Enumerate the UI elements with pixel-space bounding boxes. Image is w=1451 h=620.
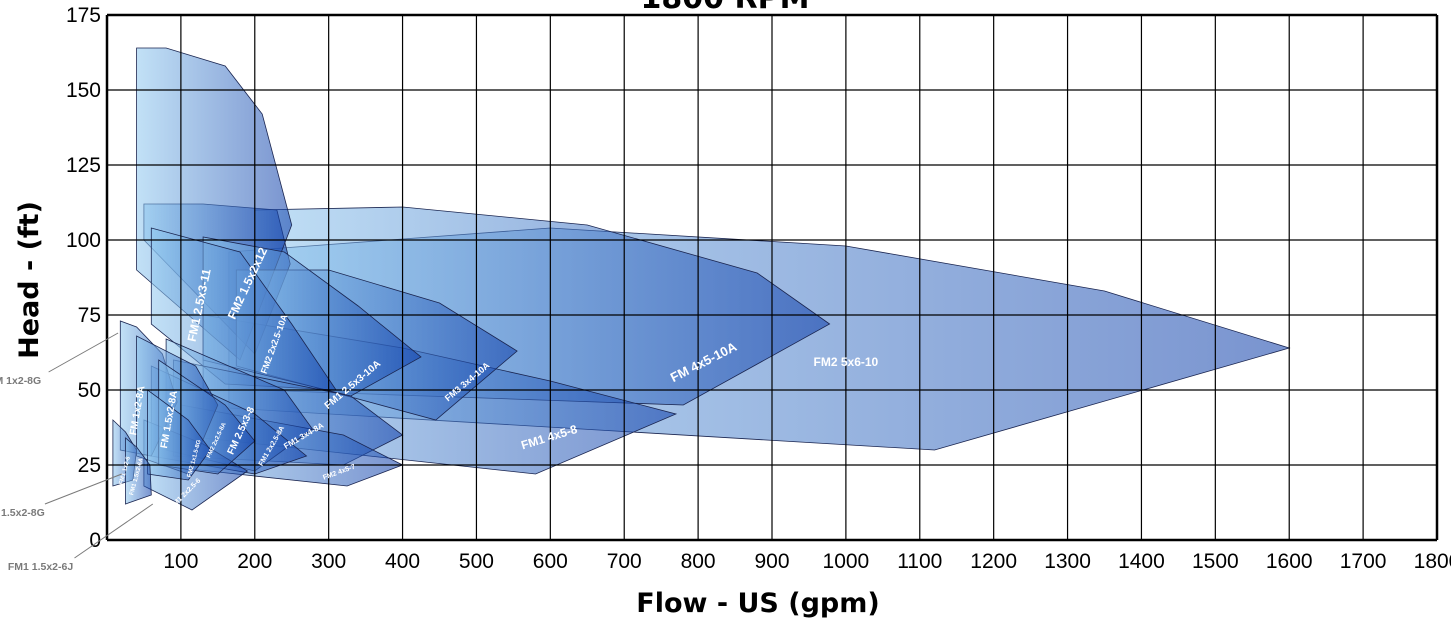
x-tick-label: 200 — [237, 550, 272, 573]
callouts: FM 1x2-8G FM2 1.5x2-8G FM1 1.5x2-6J — [0, 332, 154, 573]
x-tick-label: 1700 — [1340, 550, 1387, 573]
axis-ticks: 100 200 300 400 500 600 700 800 900 1000 1100 1200 1… — [66, 4, 1451, 573]
callout-label-fm-1x2-8g: FM 1x2-8G — [0, 375, 41, 387]
x-tick-label: 500 — [459, 550, 494, 573]
y-axis-title: Head - (ft) — [14, 201, 45, 359]
callout-label-fm1-1-5x2-6j: FM1 1.5x2-6J — [8, 561, 74, 573]
y-tick-label: 100 — [66, 229, 101, 252]
x-tick-label: 300 — [311, 550, 346, 573]
y-tick-label: 75 — [78, 304, 101, 327]
x-axis-title: Flow - US (gpm) — [636, 588, 879, 619]
plot-grid — [105, 13, 1439, 542]
x-tick-label: 1500 — [1192, 550, 1239, 573]
x-tick-label: 100 — [163, 550, 198, 573]
x-tick-label: 400 — [385, 550, 420, 573]
y-tick-label: 150 — [66, 79, 101, 102]
y-tick-label: 175 — [66, 4, 101, 27]
x-tick-label: 1200 — [970, 550, 1017, 573]
x-tick-label: 700 — [607, 550, 642, 573]
x-tick-label: 1400 — [1118, 550, 1165, 573]
x-tick-label: 1000 — [823, 550, 870, 573]
y-tick-label: 25 — [78, 454, 101, 477]
x-tick-label: 900 — [754, 550, 789, 573]
x-tick-label: 800 — [681, 550, 716, 573]
callout-line — [48, 332, 119, 373]
callout-line — [44, 473, 122, 505]
x-tick-label: 1300 — [1044, 550, 1091, 573]
y-tick-label: 125 — [66, 154, 101, 177]
region-fm1-1-5x2-6a — [125, 437, 152, 505]
x-tick-label: 1600 — [1266, 550, 1313, 573]
region-label-fm2-5x6-10: FM2 5x6-10 — [814, 355, 879, 369]
x-tick-label: 1100 — [897, 550, 942, 573]
curve-regions — [112, 47, 1291, 511]
callout-line — [74, 503, 154, 559]
y-tick-label: 50 — [78, 379, 101, 402]
x-tick-label: 600 — [533, 550, 568, 573]
callout-label-fm2-1-5x2-8g: FM2 1.5x2-8G — [0, 507, 45, 519]
y-tick-label: 0 — [89, 529, 101, 552]
